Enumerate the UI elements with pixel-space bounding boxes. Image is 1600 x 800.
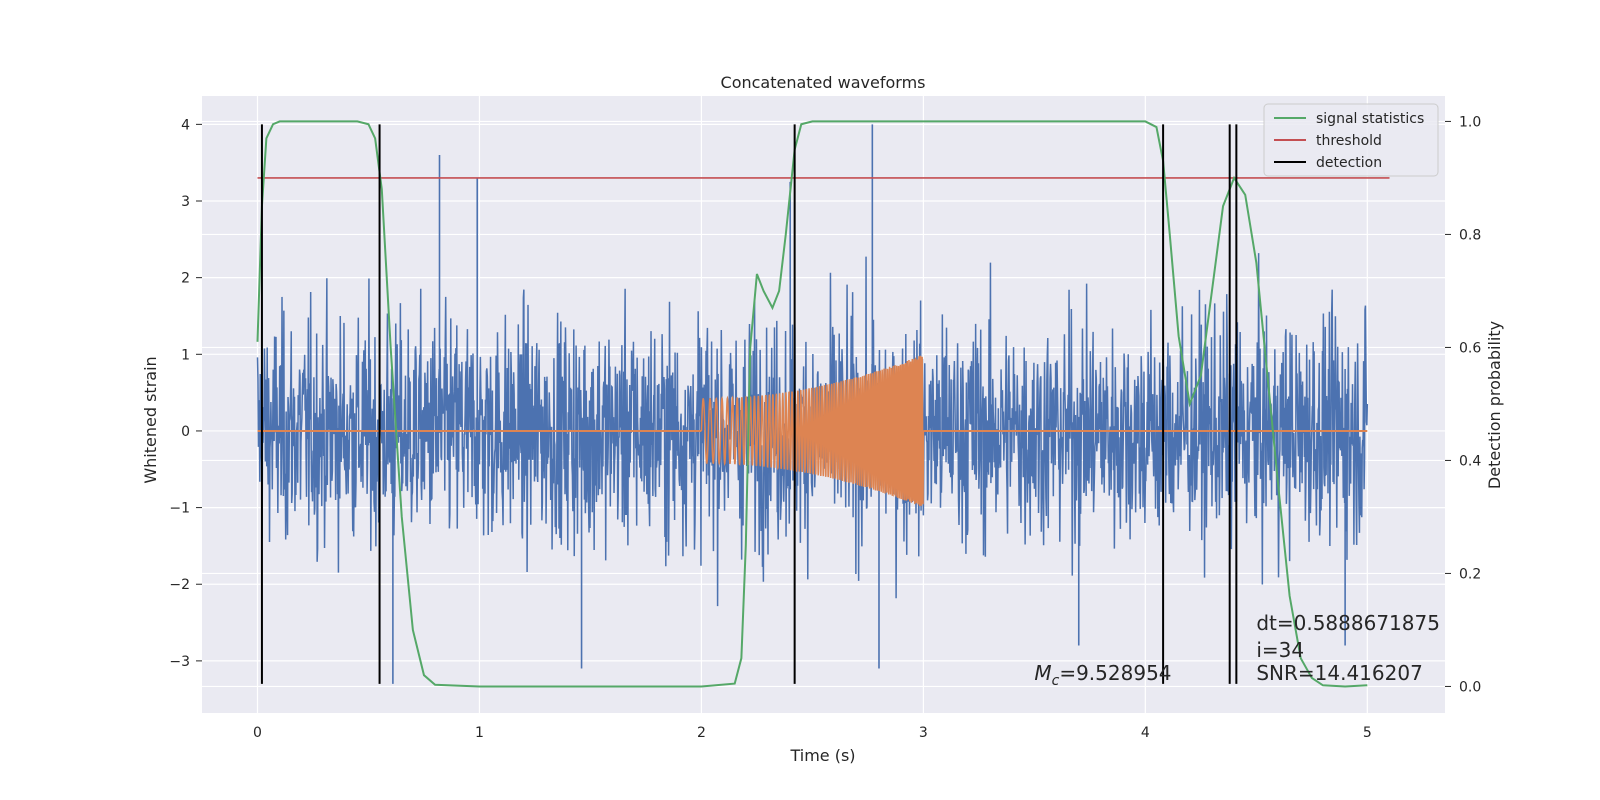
x-tick-label: 4 xyxy=(1141,725,1150,741)
legend-label: threshold xyxy=(1316,133,1382,149)
y2-tick-label: 0.4 xyxy=(1459,453,1481,469)
y2-tick-label: 1.0 xyxy=(1459,114,1481,130)
legend-label: signal statistics xyxy=(1316,111,1424,127)
y2-tick-label: 0.8 xyxy=(1459,227,1481,243)
annotation: i=34 xyxy=(1256,638,1304,662)
injected-chirp xyxy=(700,355,925,507)
y-tick-label: −3 xyxy=(169,654,190,670)
y-tick-label: 3 xyxy=(181,194,190,210)
y-tick-label: 2 xyxy=(181,271,190,287)
legend-box xyxy=(1263,103,1439,177)
y2-tick-label: 0.6 xyxy=(1459,340,1481,356)
annotation: Mc=9.528954 xyxy=(1034,661,1171,689)
y2-tick-label: 0.0 xyxy=(1459,679,1481,695)
x-tick-label: 0 xyxy=(253,725,262,741)
y2-tick-label: 0.2 xyxy=(1459,566,1481,582)
chart-title: Concatenated waveforms xyxy=(721,73,926,92)
detection-lines xyxy=(260,124,1238,684)
y-tick-label: 4 xyxy=(181,117,190,133)
x-tick-label: 2 xyxy=(697,725,706,741)
annotation: dt=0.5888671875 xyxy=(1256,611,1440,635)
annotations: Mc=9.528954 dt=0.5888671875 i=34SNR=14.41… xyxy=(1034,611,1440,689)
noise-series xyxy=(256,253,1369,607)
y-axis-label: Whitened strain xyxy=(141,356,160,483)
x-tick-label: 3 xyxy=(919,725,928,741)
x-tick-label: 5 xyxy=(1363,725,1372,741)
annotation: SNR=14.416207 xyxy=(1256,661,1422,685)
y-tick-label: 1 xyxy=(181,347,190,363)
series-layer xyxy=(256,120,1390,688)
y-tick-label: −2 xyxy=(169,577,190,593)
y-tick-label: −1 xyxy=(169,501,190,517)
legend: signal statistics threshold detection xyxy=(1263,103,1439,177)
signal-statistics-line xyxy=(256,120,1368,688)
axis-ticks: 0 1 2 3 4 5 4 3 2 1 0 −1 −2 −3 1.0 0.8 0.6 0.4 0.2 0.0 xyxy=(169,114,1481,741)
y-tick-label: 0 xyxy=(181,424,190,440)
legend-label: detection xyxy=(1316,155,1382,171)
x-axis-label: Time (s) xyxy=(789,746,855,765)
y2-axis-label: Detection probability xyxy=(1485,321,1504,489)
x-tick-label: 1 xyxy=(475,725,484,741)
